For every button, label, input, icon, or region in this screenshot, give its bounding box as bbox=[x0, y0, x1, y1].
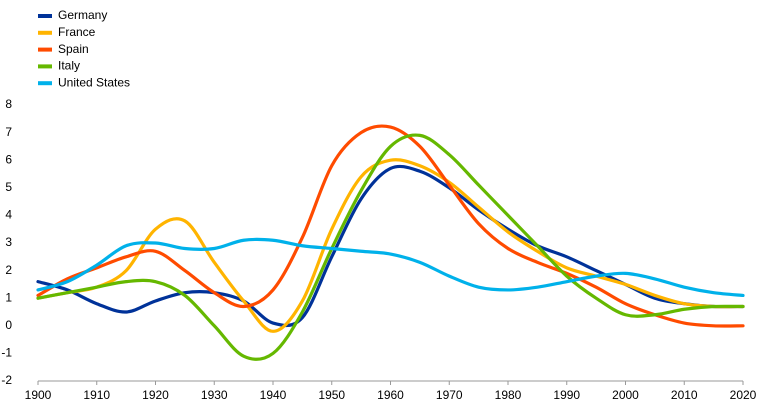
x-tick-label: 2020 bbox=[730, 388, 757, 402]
y-tick-label: -2 bbox=[1, 373, 12, 387]
x-tick-label: 1950 bbox=[318, 388, 345, 402]
series-line bbox=[36, 158, 745, 333]
y-tick-label: 5 bbox=[5, 180, 12, 194]
y-tick-label: 6 bbox=[5, 152, 12, 166]
legend-label: Italy bbox=[58, 59, 80, 73]
x-tick-label: 1940 bbox=[260, 388, 287, 402]
y-tick-label: 8 bbox=[5, 97, 12, 111]
legend-label: France bbox=[58, 25, 96, 39]
series-line bbox=[36, 237, 745, 298]
x-tick-label: 1900 bbox=[25, 388, 52, 402]
x-tick-label: 1990 bbox=[553, 388, 580, 402]
legend-label: Germany bbox=[58, 8, 107, 22]
y-tick-label: -1 bbox=[1, 346, 12, 360]
x-tick-label: 2010 bbox=[671, 388, 698, 402]
x-tick-label: 1980 bbox=[495, 388, 522, 402]
x-tick-label: 1910 bbox=[83, 388, 110, 402]
y-tick-label: 0 bbox=[5, 318, 12, 332]
x-tick-label: 1970 bbox=[436, 388, 463, 402]
x-tick-label: 1930 bbox=[201, 388, 228, 402]
y-tick-label: 1 bbox=[5, 290, 12, 304]
legend-label: United States bbox=[58, 75, 130, 89]
x-tick-label: 2000 bbox=[612, 388, 639, 402]
series-line bbox=[36, 133, 745, 361]
x-tick-label: 1920 bbox=[142, 388, 169, 402]
series-line bbox=[36, 124, 745, 328]
y-tick-label: 7 bbox=[5, 125, 12, 139]
y-tick-label: 2 bbox=[5, 263, 12, 277]
x-tick-label: 1960 bbox=[377, 388, 404, 402]
y-tick-label: 4 bbox=[5, 208, 12, 222]
y-tick-label: 3 bbox=[5, 235, 12, 249]
legend-label: Spain bbox=[58, 42, 89, 56]
